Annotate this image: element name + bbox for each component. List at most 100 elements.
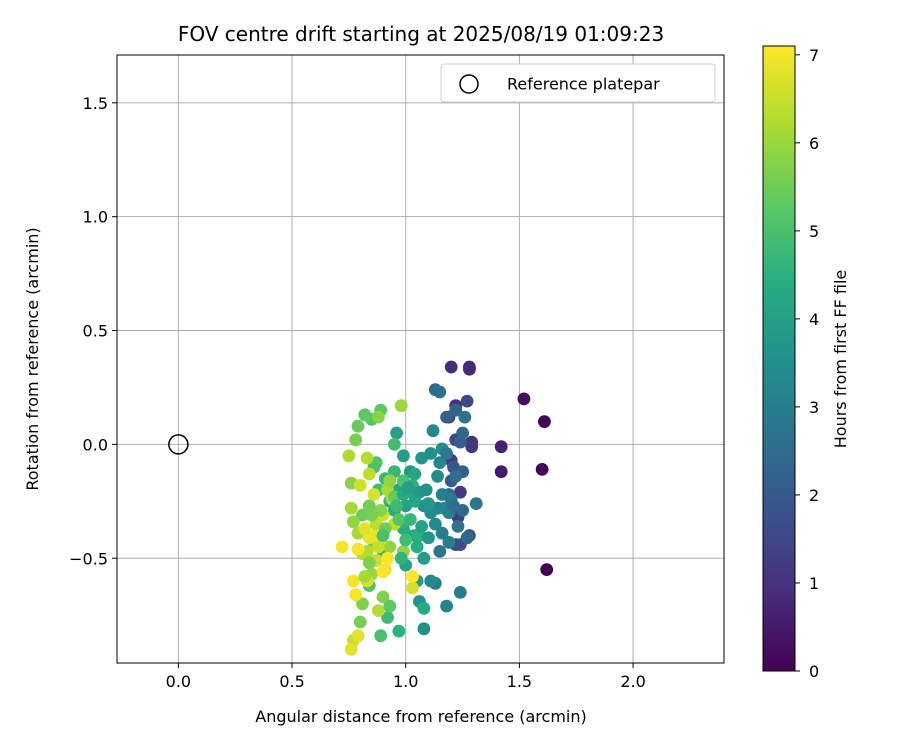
scatter-point	[403, 513, 417, 526]
x-tick-label: 0.5	[279, 672, 304, 691]
scatter-point	[358, 570, 372, 583]
scatter-point	[419, 483, 433, 497]
y-tick-label: 0.0	[83, 435, 108, 454]
scatter-point	[344, 642, 358, 656]
colorbar-tick-label: 5	[809, 222, 819, 241]
scatter-point	[347, 515, 360, 529]
scatter-point	[440, 599, 453, 613]
y-tick-label: 0.5	[83, 322, 108, 341]
scatter-point	[431, 469, 444, 483]
data-points	[168, 360, 554, 656]
scatter-point	[540, 563, 554, 576]
scatter-point	[376, 590, 390, 604]
scatter-point	[408, 467, 422, 481]
scatter-point	[538, 415, 551, 428]
scatter-point	[351, 419, 365, 433]
scatter-point	[494, 440, 508, 454]
scatter-point	[344, 501, 358, 515]
scatter-point	[422, 531, 435, 545]
scatter-point	[458, 410, 472, 424]
scatter-point	[372, 604, 385, 617]
y-tick-label: −0.5	[69, 549, 108, 568]
y-tick-label: 1.5	[83, 94, 108, 113]
scatter-point	[383, 599, 397, 613]
colorbar-label: Hours from first FF file	[831, 270, 850, 449]
scatter-point	[460, 531, 474, 545]
scatter-point	[424, 574, 438, 588]
scatter-point	[535, 463, 549, 476]
scatter-point	[376, 529, 390, 542]
scatter-point	[394, 399, 408, 413]
scatter-point	[399, 533, 413, 547]
scatter-point	[449, 403, 463, 417]
scatter-point	[376, 565, 390, 579]
scatter-point	[347, 574, 360, 588]
scatter-point	[392, 513, 406, 526]
scatter-point	[451, 520, 465, 533]
scatter-point	[435, 526, 449, 540]
scatter-point	[372, 540, 385, 554]
legend-entry-label: Reference platepar	[507, 75, 660, 94]
scatter-point	[381, 611, 394, 624]
scatter-point	[335, 540, 349, 554]
scatter-point	[433, 456, 447, 469]
x-axis-label: Angular distance from reference (arcmin)	[255, 707, 586, 726]
colorbar: 0 1 2 3 4 5 6 7 Hours from first FF file	[762, 45, 850, 681]
colorbar-tick-label: 0	[809, 662, 819, 681]
scatter-point	[433, 385, 447, 399]
scatter-point	[440, 410, 453, 424]
colorbar-tick-label: 1	[809, 574, 819, 593]
colorbar-tick-label: 7	[809, 46, 819, 65]
scatter-point	[358, 408, 372, 422]
legend-marker-icon	[459, 74, 479, 94]
scatter-point	[426, 424, 440, 438]
scatter-point	[422, 497, 435, 510]
scatter-point	[417, 551, 431, 565]
scatter-point	[397, 449, 410, 463]
scatter-point	[362, 556, 376, 570]
scatter-point	[388, 438, 401, 451]
scatter-point	[517, 392, 531, 406]
scatter-point	[442, 535, 456, 549]
scatter-point	[374, 629, 388, 643]
reference-platepar-marker	[168, 434, 189, 455]
scatter-point	[463, 362, 476, 376]
scatter-point	[390, 426, 403, 440]
scatter-point	[424, 447, 438, 460]
legend-box	[440, 63, 716, 103]
scatter-point	[365, 508, 378, 522]
scatter-point	[381, 551, 394, 565]
colorbar-tick-label: 4	[809, 310, 819, 329]
scatter-point	[351, 629, 365, 643]
scatter-point	[383, 540, 397, 554]
scatter-point	[447, 499, 460, 513]
legend: Reference platepar	[440, 63, 716, 103]
x-tick-label: 1.5	[507, 672, 532, 691]
scatter-point	[390, 499, 403, 513]
scatter-point	[383, 474, 397, 488]
scatter-point	[465, 440, 479, 454]
scatter-point	[392, 624, 406, 638]
scatter-point	[469, 497, 483, 510]
scatter-point	[417, 601, 431, 615]
scatter-point	[362, 467, 376, 481]
scatter-point	[349, 433, 363, 447]
colorbar-tick-label: 6	[809, 134, 819, 153]
scatter-point	[353, 615, 367, 629]
scatter-point	[410, 540, 424, 554]
scatter-point	[453, 586, 467, 599]
scatter-point	[494, 465, 508, 479]
scatter-point	[406, 570, 419, 583]
scatter-point	[433, 545, 447, 558]
scatter-point	[453, 485, 467, 499]
scatter-point	[415, 520, 428, 533]
x-tick-label: 0.0	[166, 672, 191, 691]
scatter-point	[367, 488, 381, 501]
colorbar-ticks: 0 1 2 3 4 5 6 7	[795, 46, 819, 681]
scatter-point	[417, 622, 431, 636]
scatter-point	[440, 447, 453, 460]
plot-frame	[116, 54, 725, 664]
scatter-point	[353, 479, 367, 492]
scatter-point	[356, 508, 369, 522]
scatter-point	[360, 451, 374, 465]
